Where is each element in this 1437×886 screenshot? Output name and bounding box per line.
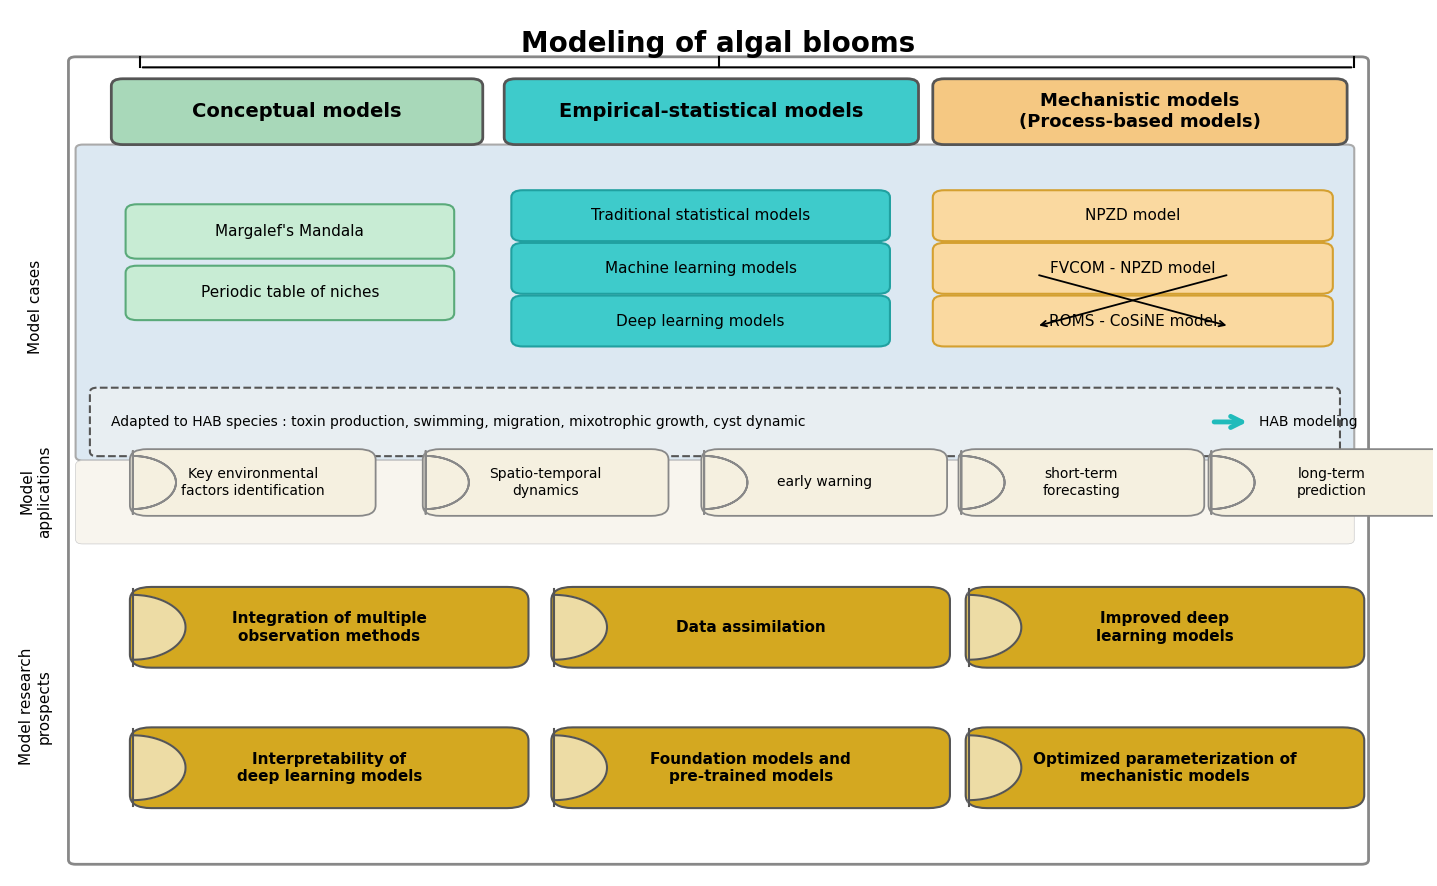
Text: early warning: early warning	[776, 476, 872, 489]
FancyBboxPatch shape	[129, 727, 529, 808]
Text: Foundation models and
pre-trained models: Foundation models and pre-trained models	[651, 751, 851, 784]
FancyBboxPatch shape	[552, 727, 950, 808]
Text: Model
applications: Model applications	[19, 445, 52, 538]
Polygon shape	[969, 588, 1022, 666]
Text: Model research
prospects: Model research prospects	[19, 648, 52, 765]
FancyBboxPatch shape	[966, 727, 1364, 808]
Text: Integration of multiple
observation methods: Integration of multiple observation meth…	[231, 611, 427, 643]
Text: Data assimilation: Data assimilation	[675, 620, 825, 634]
Text: Traditional statistical models: Traditional statistical models	[591, 208, 810, 223]
Text: Improved deep
learning models: Improved deep learning models	[1096, 611, 1234, 643]
FancyBboxPatch shape	[111, 79, 483, 144]
FancyBboxPatch shape	[966, 587, 1364, 668]
FancyBboxPatch shape	[958, 449, 1204, 516]
Text: Margalef's Mandala: Margalef's Mandala	[216, 224, 365, 239]
FancyBboxPatch shape	[129, 449, 375, 516]
Text: HAB modeling: HAB modeling	[1259, 415, 1357, 429]
Polygon shape	[704, 451, 747, 514]
FancyBboxPatch shape	[933, 79, 1346, 144]
FancyBboxPatch shape	[91, 388, 1339, 456]
FancyBboxPatch shape	[933, 243, 1334, 294]
FancyBboxPatch shape	[512, 190, 890, 241]
Text: long-term
prediction: long-term prediction	[1296, 468, 1367, 498]
FancyBboxPatch shape	[701, 449, 947, 516]
Polygon shape	[969, 729, 1022, 806]
Text: Conceptual models: Conceptual models	[193, 102, 402, 121]
Polygon shape	[425, 451, 468, 514]
FancyBboxPatch shape	[504, 79, 918, 144]
Polygon shape	[132, 588, 185, 666]
Text: ROMS - CoSiNE model: ROMS - CoSiNE model	[1049, 314, 1217, 329]
FancyBboxPatch shape	[76, 461, 1354, 544]
FancyBboxPatch shape	[512, 243, 890, 294]
Text: Optimized parameterization of
mechanistic models: Optimized parameterization of mechanisti…	[1033, 751, 1296, 784]
Polygon shape	[961, 451, 1004, 514]
Text: Adapted to HAB species : toxin production, swimming, migration, mixotrophic grow: Adapted to HAB species : toxin productio…	[111, 415, 806, 429]
FancyBboxPatch shape	[933, 190, 1334, 241]
Text: FVCOM - NPZD model: FVCOM - NPZD model	[1050, 260, 1216, 276]
Text: Mechanistic models
(Process-based models): Mechanistic models (Process-based models…	[1019, 92, 1260, 131]
FancyBboxPatch shape	[512, 296, 890, 346]
Text: Modeling of algal blooms: Modeling of algal blooms	[522, 29, 915, 58]
Text: Periodic table of niches: Periodic table of niches	[201, 285, 379, 300]
Polygon shape	[132, 729, 185, 806]
FancyBboxPatch shape	[933, 296, 1334, 346]
Polygon shape	[555, 588, 606, 666]
FancyBboxPatch shape	[76, 144, 1354, 461]
FancyBboxPatch shape	[129, 587, 529, 668]
Polygon shape	[555, 729, 606, 806]
Polygon shape	[1211, 451, 1255, 514]
FancyBboxPatch shape	[125, 266, 454, 320]
Text: Interpretability of
deep learning models: Interpretability of deep learning models	[237, 751, 422, 784]
Text: NPZD model: NPZD model	[1085, 208, 1181, 223]
Text: Empirical-statistical models: Empirical-statistical models	[559, 102, 864, 121]
Text: Deep learning models: Deep learning models	[616, 314, 785, 329]
FancyBboxPatch shape	[1209, 449, 1437, 516]
Text: Model cases: Model cases	[29, 260, 43, 354]
Polygon shape	[132, 451, 175, 514]
Text: short-term
forecasting: short-term forecasting	[1042, 468, 1121, 498]
Text: Spatio-temporal
dynamics: Spatio-temporal dynamics	[490, 468, 602, 498]
FancyBboxPatch shape	[422, 449, 668, 516]
FancyBboxPatch shape	[125, 205, 454, 259]
Text: Machine learning models: Machine learning models	[605, 260, 796, 276]
Text: Key environmental
factors identification: Key environmental factors identification	[181, 468, 325, 498]
FancyBboxPatch shape	[552, 587, 950, 668]
